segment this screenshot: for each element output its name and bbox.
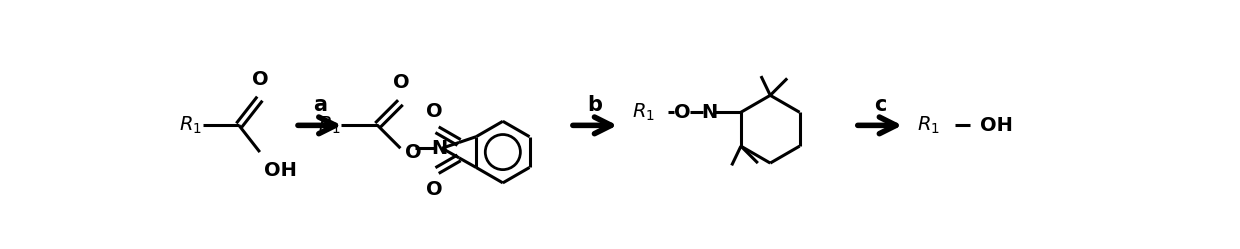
Text: OH: OH bbox=[264, 161, 298, 180]
Text: a: a bbox=[312, 95, 327, 115]
Text: N: N bbox=[432, 139, 448, 158]
Text: b: b bbox=[588, 95, 603, 115]
Text: O: O bbox=[405, 143, 422, 162]
Text: O: O bbox=[425, 180, 443, 199]
Text: $R_1$: $R_1$ bbox=[631, 102, 655, 123]
Text: N: N bbox=[702, 103, 718, 122]
Text: O: O bbox=[675, 103, 691, 122]
Text: OH: OH bbox=[980, 116, 1013, 135]
Text: $R_1$: $R_1$ bbox=[916, 115, 940, 136]
Text: O: O bbox=[425, 102, 443, 121]
Text: O: O bbox=[252, 70, 269, 89]
Text: $R_1$: $R_1$ bbox=[317, 115, 341, 136]
Text: c: c bbox=[874, 95, 887, 115]
Text: O: O bbox=[393, 73, 409, 92]
Text: $R_1$: $R_1$ bbox=[179, 115, 202, 136]
